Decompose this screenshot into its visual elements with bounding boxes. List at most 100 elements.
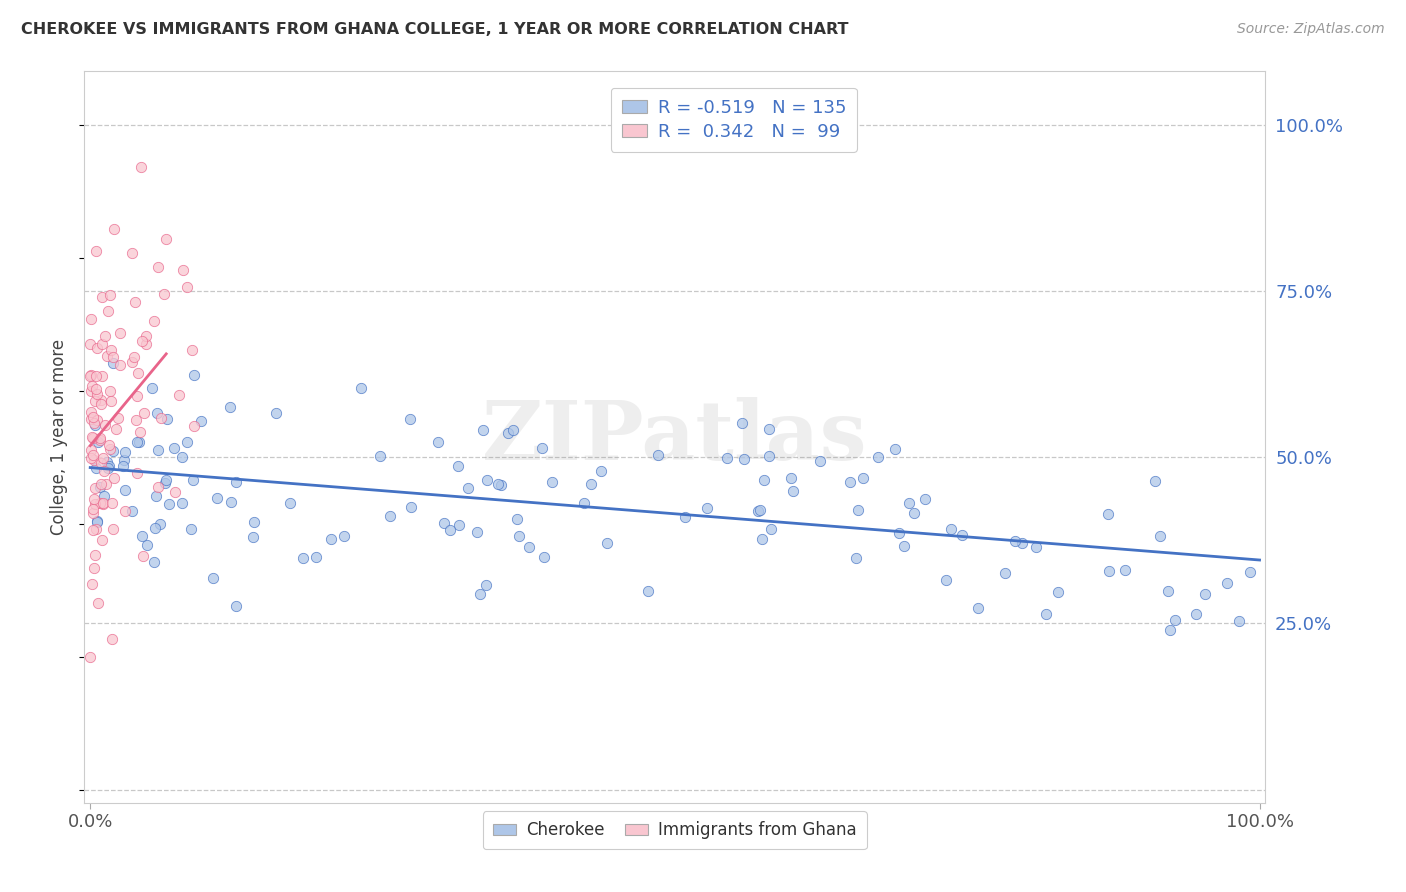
- Point: [1025, 541, 1047, 555]
- Point: [716, 451, 738, 466]
- Point: [79, 369, 101, 384]
- Point: [225, 475, 247, 490]
- Point: [489, 477, 512, 491]
- Point: [747, 504, 769, 518]
- Point: [150, 410, 173, 425]
- Point: [86, 341, 108, 355]
- Point: [780, 471, 803, 485]
- Point: [887, 525, 910, 540]
- Point: [155, 232, 177, 246]
- Point: [93, 496, 115, 510]
- Point: [1035, 607, 1057, 621]
- Point: [427, 435, 450, 450]
- Point: [1194, 587, 1216, 601]
- Point: [134, 406, 156, 420]
- Point: [838, 475, 860, 490]
- Point: [80, 430, 103, 444]
- Point: [183, 419, 205, 434]
- Point: [181, 343, 204, 358]
- Point: [533, 549, 555, 564]
- Point: [449, 518, 471, 533]
- Point: [808, 453, 831, 467]
- Point: [86, 514, 108, 528]
- Point: [84, 461, 107, 475]
- Point: [132, 549, 155, 564]
- Point: [754, 473, 776, 487]
- Point: [80, 379, 103, 393]
- Point: [135, 337, 157, 351]
- Point: [127, 367, 149, 381]
- Point: [465, 524, 488, 539]
- Point: [846, 503, 869, 517]
- Point: [759, 522, 782, 536]
- Point: [145, 489, 167, 503]
- Point: [167, 388, 190, 402]
- Legend: Cherokee, Immigrants from Ghana: Cherokee, Immigrants from Ghana: [484, 812, 866, 849]
- Point: [100, 343, 122, 358]
- Point: [517, 541, 540, 555]
- Point: [84, 393, 107, 408]
- Point: [103, 444, 125, 458]
- Point: [935, 573, 957, 587]
- Point: [447, 459, 470, 474]
- Point: [333, 529, 356, 543]
- Point: [101, 632, 124, 646]
- Point: [319, 532, 342, 546]
- Point: [190, 414, 212, 428]
- Point: [172, 263, 194, 277]
- Point: [349, 381, 371, 395]
- Point: [1098, 564, 1121, 578]
- Point: [86, 412, 108, 426]
- Point: [82, 409, 104, 424]
- Point: [122, 351, 145, 365]
- Point: [94, 328, 117, 343]
- Point: [225, 599, 247, 613]
- Point: [91, 497, 114, 511]
- Point: [148, 260, 170, 274]
- Point: [146, 442, 169, 457]
- Point: [898, 496, 921, 510]
- Point: [93, 464, 115, 478]
- Point: [1185, 607, 1208, 621]
- Point: [439, 524, 461, 538]
- Point: [128, 425, 150, 440]
- Point: [731, 417, 754, 431]
- Point: [647, 448, 669, 462]
- Point: [852, 471, 875, 485]
- Point: [80, 443, 103, 458]
- Point: [502, 423, 524, 437]
- Point: [114, 504, 136, 518]
- Point: [80, 451, 103, 466]
- Point: [868, 450, 890, 465]
- Point: [153, 287, 176, 301]
- Point: [305, 549, 328, 564]
- Point: [950, 527, 973, 541]
- Point: [468, 587, 491, 601]
- Point: [87, 435, 110, 450]
- Point: [89, 496, 111, 510]
- Point: [266, 406, 288, 420]
- Text: CHEROKEE VS IMMIGRANTS FROM GHANA COLLEGE, 1 YEAR OR MORE CORRELATION CHART: CHEROKEE VS IMMIGRANTS FROM GHANA COLLEG…: [21, 22, 849, 37]
- Point: [89, 479, 111, 493]
- Text: ZIPatlas: ZIPatlas: [482, 397, 868, 477]
- Point: [80, 405, 103, 419]
- Point: [135, 538, 157, 552]
- Point: [83, 416, 105, 430]
- Point: [142, 555, 165, 569]
- Point: [114, 445, 136, 459]
- Point: [112, 453, 135, 467]
- Point: [135, 328, 157, 343]
- Point: [112, 458, 135, 473]
- Point: [399, 412, 422, 426]
- Point: [84, 522, 107, 536]
- Point: [97, 458, 120, 473]
- Point: [100, 393, 122, 408]
- Point: [141, 381, 163, 395]
- Point: [475, 473, 498, 487]
- Point: [108, 326, 131, 340]
- Point: [96, 349, 118, 363]
- Point: [1011, 536, 1033, 550]
- Point: [145, 406, 167, 420]
- Point: [637, 584, 659, 599]
- Point: [98, 287, 121, 301]
